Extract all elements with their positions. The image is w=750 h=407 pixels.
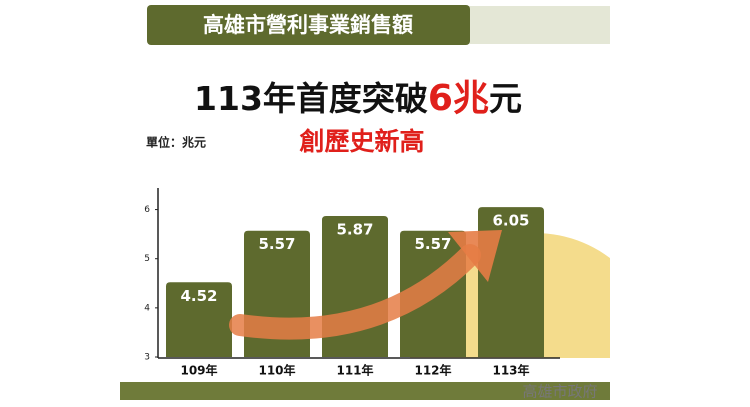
x-tick-label: 111年 (336, 363, 373, 378)
value-label: 4.52 (180, 287, 217, 305)
axis-group: 3 4 5 6 109年 110年 111年 112年 113年 (144, 205, 529, 377)
x-tick-label: 110年 (258, 363, 295, 378)
sun-clip (610, 180, 750, 380)
trend-arrowhead (448, 230, 502, 282)
value-label: 5.87 (336, 220, 373, 238)
footer-logo: 高雄市政府 (522, 383, 597, 401)
headline-text: 113年首度突破 (194, 79, 428, 118)
x-tick-label: 113年 (492, 363, 529, 378)
footer-strip (120, 382, 610, 400)
headline-highlight: 6兆 (428, 78, 489, 119)
x-tick-label: 109年 (180, 363, 217, 378)
headline: 113年首度突破6兆元 (194, 78, 522, 119)
y-tick-label: 6 (144, 205, 150, 215)
bar-group: 4.52 5.57 5.87 5.57 6.05 (166, 207, 544, 357)
chart-title: 高雄市營利事業銷售額 (203, 13, 413, 37)
y-tick-label: 5 (144, 254, 150, 264)
unit-label: 單位：兆元 (146, 135, 206, 150)
trend-arrow (229, 244, 481, 340)
bar (166, 282, 232, 357)
y-tick-label: 3 (144, 353, 150, 363)
subtitle: 創歷史新高 (299, 127, 424, 156)
value-label: 5.57 (414, 235, 451, 253)
y-tick-label: 4 (144, 303, 150, 313)
value-label: 6.05 (492, 212, 529, 230)
value-label: 5.57 (258, 235, 295, 253)
title-banner (147, 5, 470, 45)
headline-end: 元 (489, 79, 522, 118)
x-tick-label: 112年 (414, 363, 451, 378)
